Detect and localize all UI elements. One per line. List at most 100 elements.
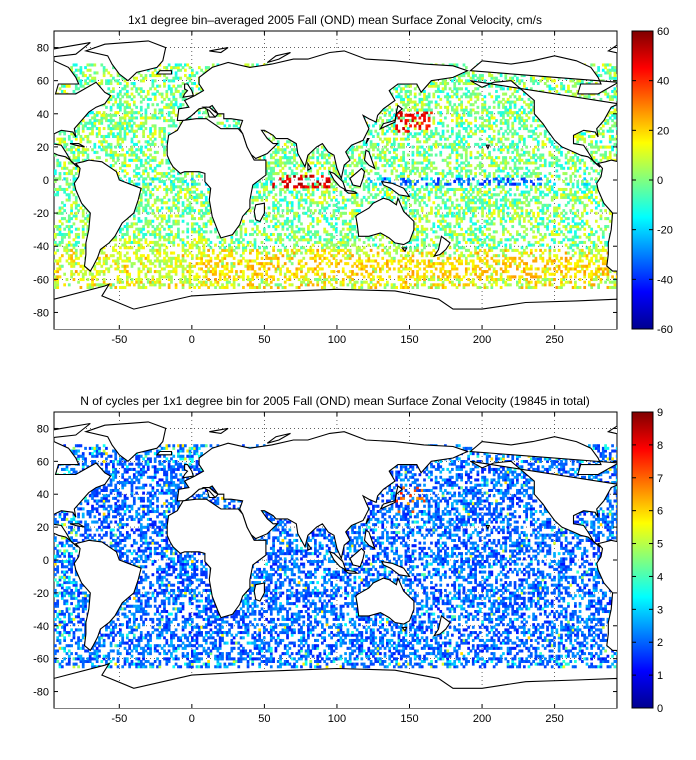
bin-cell — [172, 201, 176, 205]
bin-cell — [471, 177, 475, 181]
bin-cell — [518, 219, 522, 223]
bin-cell — [139, 203, 143, 207]
bin-cell — [223, 240, 227, 244]
bin-cell — [267, 211, 271, 215]
bin-cell — [327, 161, 331, 165]
bin-cell — [455, 219, 459, 223]
bin-cell — [272, 275, 275, 279]
bin-cell — [334, 262, 338, 266]
bin-cell — [460, 206, 464, 210]
bin-cell — [406, 166, 410, 170]
bin-cell — [181, 272, 185, 276]
bin-cell — [504, 190, 508, 194]
bin-cell — [444, 270, 447, 274]
bin-cell — [474, 172, 477, 176]
bin-cell — [476, 240, 480, 244]
bin-cell — [455, 198, 459, 202]
bin-cell — [560, 166, 563, 170]
bin-cell — [188, 206, 192, 210]
bin-cell — [504, 256, 508, 260]
bin-cell — [483, 198, 487, 202]
bin-cell — [569, 193, 573, 197]
bin-cell — [416, 198, 419, 202]
bin-cell — [158, 161, 162, 165]
bin-cell — [132, 230, 136, 234]
bin-cell — [441, 185, 445, 189]
bin-cell — [529, 174, 533, 178]
bin-cell — [534, 259, 538, 263]
bin-cell — [323, 195, 327, 199]
bin-cell — [56, 285, 60, 290]
bin-cell — [297, 214, 301, 218]
bin-cell — [323, 243, 327, 247]
bin-cell — [79, 248, 83, 252]
bin-cell — [476, 285, 480, 290]
bin-cell — [448, 187, 452, 191]
bin-cell — [265, 270, 268, 274]
bin-cell — [539, 185, 542, 189]
bin-cell — [170, 187, 173, 191]
bin-cell — [369, 264, 373, 268]
bin-cell — [332, 254, 336, 258]
bin-cell — [522, 230, 526, 234]
bin-cell — [418, 214, 422, 218]
bin-cell — [260, 272, 264, 276]
bin-cell — [578, 259, 582, 263]
bin-cell — [581, 214, 584, 218]
bin-cell — [492, 209, 496, 213]
bin-cell — [599, 280, 603, 284]
bin-cell — [460, 278, 464, 282]
bin-cell — [158, 283, 162, 287]
bin-cell — [346, 227, 350, 231]
bin-cell — [114, 243, 118, 247]
bin-cell — [265, 219, 268, 223]
bin-cell — [300, 164, 303, 168]
bin-cell — [476, 238, 480, 242]
bin-cell — [413, 214, 417, 218]
bin-cell — [330, 217, 333, 221]
bin-cell — [604, 225, 607, 229]
bin-cell — [560, 211, 563, 215]
bin-cell — [297, 262, 301, 266]
bin-cell — [587, 280, 591, 284]
bin-cell — [58, 209, 62, 213]
bin-cell — [188, 243, 192, 247]
bin-cell — [214, 264, 217, 268]
bin-cell — [318, 254, 322, 258]
bin-cell — [344, 235, 347, 239]
bin-cell — [146, 172, 150, 176]
bin-cell — [532, 235, 535, 239]
bin-cell — [269, 232, 273, 237]
bin-cell — [323, 161, 327, 165]
bin-cell — [541, 217, 545, 221]
bin-cell — [423, 238, 426, 242]
bin-cell — [383, 164, 387, 168]
bin-cell — [70, 270, 73, 274]
bin-cell — [492, 259, 496, 263]
bin-cell — [153, 166, 157, 170]
bin-cell — [286, 248, 289, 252]
bin-cell — [520, 283, 524, 287]
bin-cell — [404, 166, 408, 170]
bin-cell — [536, 174, 540, 178]
bin-cell — [446, 190, 450, 194]
bin-cell — [197, 267, 201, 271]
bin-cell — [448, 254, 452, 258]
bin-cell — [272, 246, 275, 250]
bin-cell — [567, 259, 570, 263]
bin-cell — [474, 227, 477, 231]
bin-cell — [221, 262, 224, 266]
bin-cell — [543, 278, 547, 282]
bin-cell — [483, 193, 487, 197]
bin-cell — [323, 272, 327, 276]
bin-cell — [379, 190, 382, 194]
bin-cell — [504, 227, 508, 231]
bin-cell — [151, 219, 155, 223]
bin-cell — [79, 270, 83, 274]
bin-cell — [469, 206, 473, 210]
bin-cell — [427, 264, 431, 268]
bin-cell — [174, 198, 178, 202]
bin-cell — [67, 243, 71, 247]
bin-cell — [495, 185, 498, 189]
bin-cell — [295, 195, 299, 199]
